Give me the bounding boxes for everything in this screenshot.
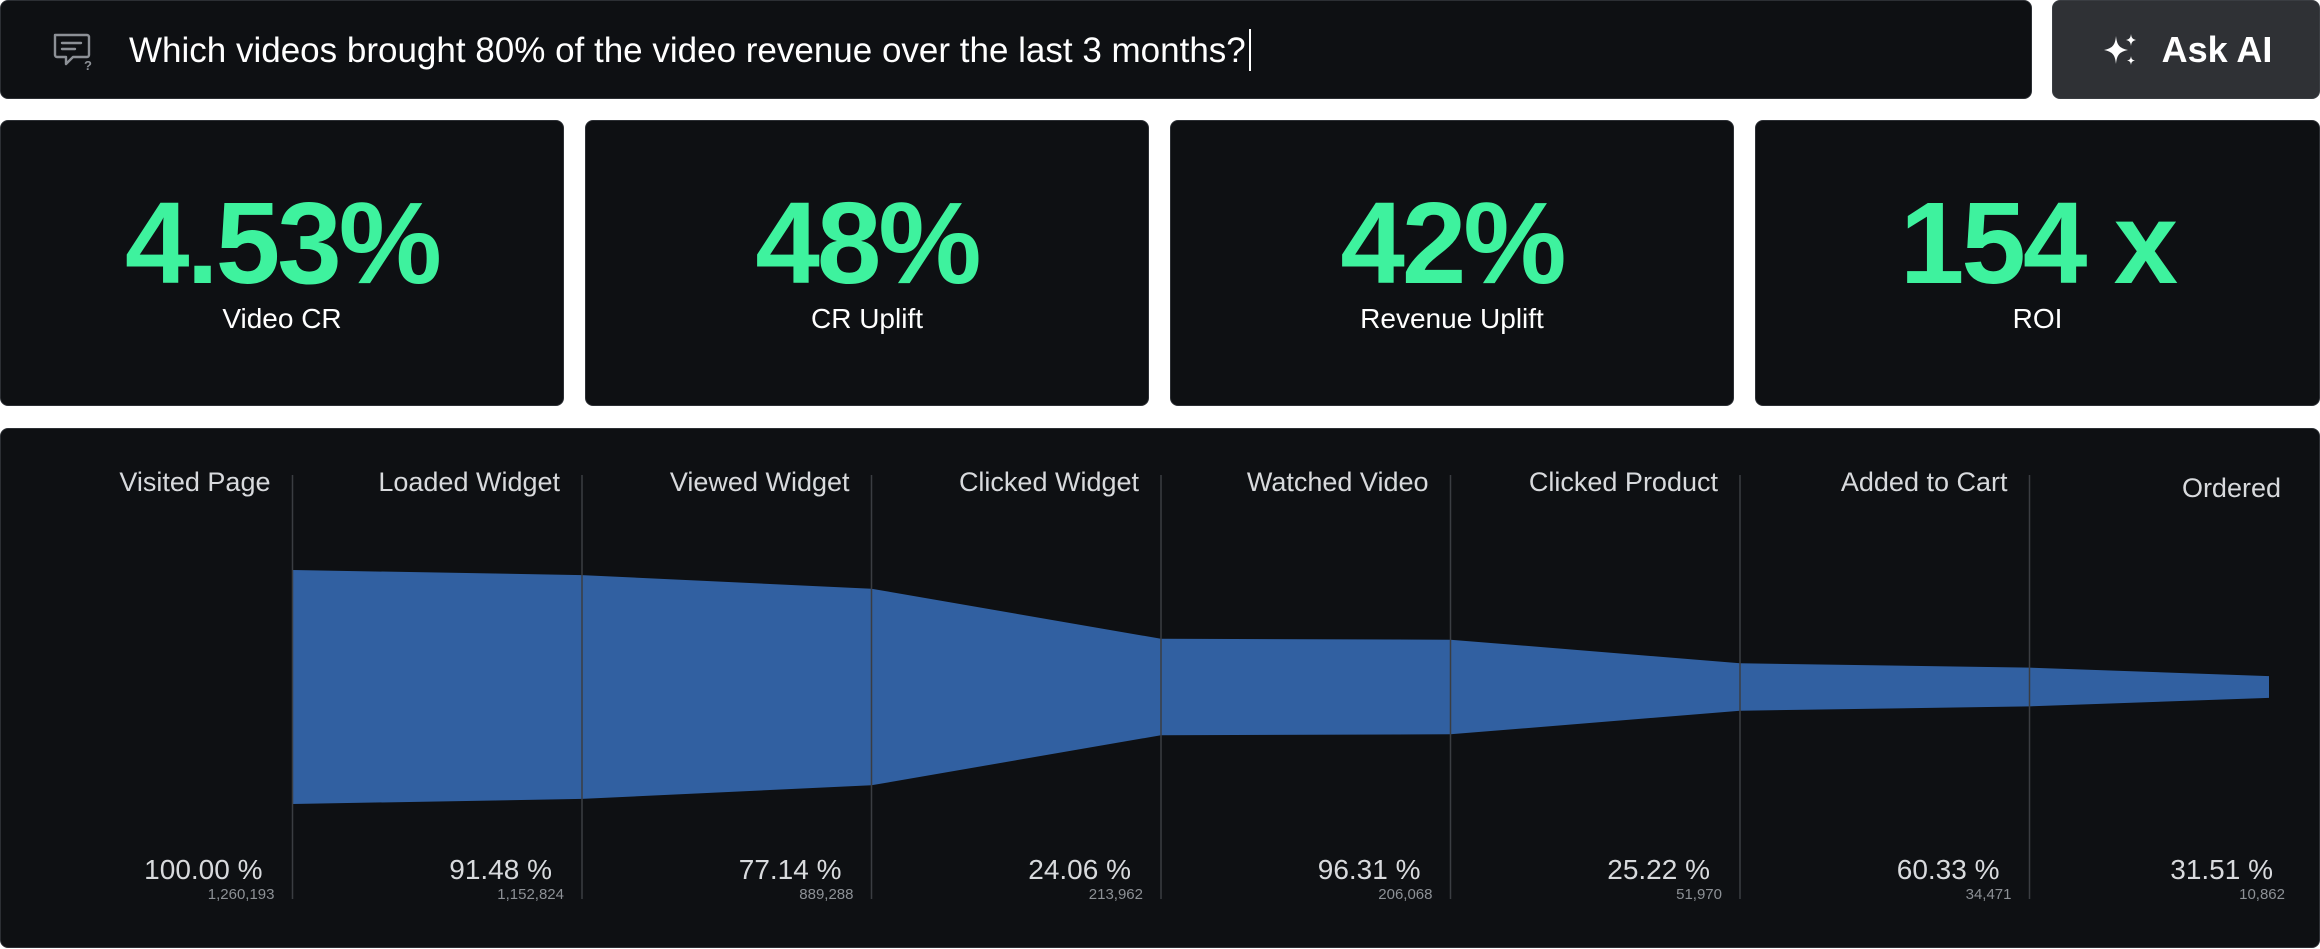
- kpi-label: ROI: [2012, 303, 2063, 334]
- funnel-segment: [2029, 667, 2269, 707]
- funnel-stage-label: Viewed Widget: [670, 467, 850, 497]
- kpi-card-cr-uplift: 48% CR Uplift: [585, 120, 1149, 406]
- funnel-stage-count: 1,152,824: [497, 886, 564, 903]
- funnel-stage-percent: 91.48 %: [449, 854, 552, 885]
- funnel-stage-label: Watched Video: [1247, 467, 1429, 497]
- funnel-stage-percent: 100.00 %: [144, 854, 262, 885]
- funnel-segment: [871, 588, 1161, 786]
- funnel-segment: [1161, 638, 1451, 736]
- svg-text:?: ?: [84, 58, 92, 71]
- funnel-segment: [582, 575, 872, 799]
- funnel-stage-label: Clicked Product: [1529, 467, 1719, 497]
- funnel-stage-percent: 60.33 %: [1897, 854, 2000, 885]
- text-caret: [1248, 28, 1251, 71]
- funnel-segment: [292, 570, 582, 804]
- kpi-value: 42%: [1340, 178, 1566, 308]
- funnel-stage-percent: 24.06 %: [1028, 854, 1131, 885]
- funnel-dividers: [291, 475, 2031, 899]
- funnel-stage-label: Visited Page: [119, 467, 270, 497]
- funnel-stage-label: Clicked Widget: [959, 467, 1140, 497]
- kpi-label: Revenue Uplift: [1360, 303, 1544, 334]
- sparkle-icon: [2103, 33, 2136, 65]
- funnel-stage-label: Loaded Widget: [378, 467, 560, 497]
- funnel-stage-percent: 25.22 %: [1607, 854, 1710, 885]
- query-input[interactable]: Which videos brought 80% of the video re…: [129, 1, 1251, 100]
- funnel-labels: Visited Page 100.00 %1,260,193 Loaded Widg…: [119, 467, 2285, 903]
- funnel-stage-count: 1,260,193: [208, 886, 275, 903]
- ask-ai-label: Ask AI: [2161, 28, 2273, 70]
- kpi-value: 154 x: [1899, 178, 2178, 308]
- conversion-funnel: Visited Page 100.00 % 1,260,193 Loaded Widg…: [0, 428, 2320, 948]
- funnel-chart: Visited Page 100.00 %1,260,193 Loaded Widg…: [119, 467, 2285, 903]
- query-input-text: Which videos brought 80% of the video re…: [129, 31, 1246, 70]
- funnel-segment: [1450, 639, 1740, 735]
- kpi-card-video-cr: 4.53% Video CR: [0, 120, 564, 406]
- funnel-stage-count: 51,970: [1676, 886, 1722, 903]
- kpi-card-roi: 154 x ROI: [1755, 120, 2320, 406]
- kpi-card-revenue-uplift: 42% Revenue Uplift: [1170, 120, 1734, 406]
- funnel-stage-count: 34,471: [1966, 886, 2012, 903]
- query-bar[interactable]: ? Which videos brought 80% of the video …: [0, 0, 2032, 99]
- funnel-stage-percent: 31.51 %: [2170, 854, 2273, 885]
- funnel-stage-count: 206,068: [1378, 886, 1432, 903]
- kpi-label: CR Uplift: [810, 303, 923, 334]
- funnel-segment: [1740, 663, 2030, 711]
- funnel-stage-count: 889,288: [799, 886, 853, 903]
- funnel-stage-percent: 77.14 %: [739, 854, 842, 885]
- kpi-label: Video CR: [222, 303, 342, 334]
- funnel-stage-count: 10,862: [2239, 886, 2285, 903]
- ask-ai-button[interactable]: Ask AI: [2052, 0, 2320, 99]
- funnel-stage-label: Added to Cart: [1841, 467, 2008, 497]
- kpi-value: 4.53%: [125, 178, 442, 308]
- chat-question-icon: ?: [53, 33, 92, 71]
- funnel-stage-percent: 96.31 %: [1318, 854, 1421, 885]
- funnel-stage-count: 213,962: [1089, 886, 1143, 903]
- funnel-stage-label: Ordered: [2182, 473, 2281, 503]
- kpi-value: 48%: [755, 178, 981, 308]
- funnel-shapes: [292, 570, 2269, 804]
